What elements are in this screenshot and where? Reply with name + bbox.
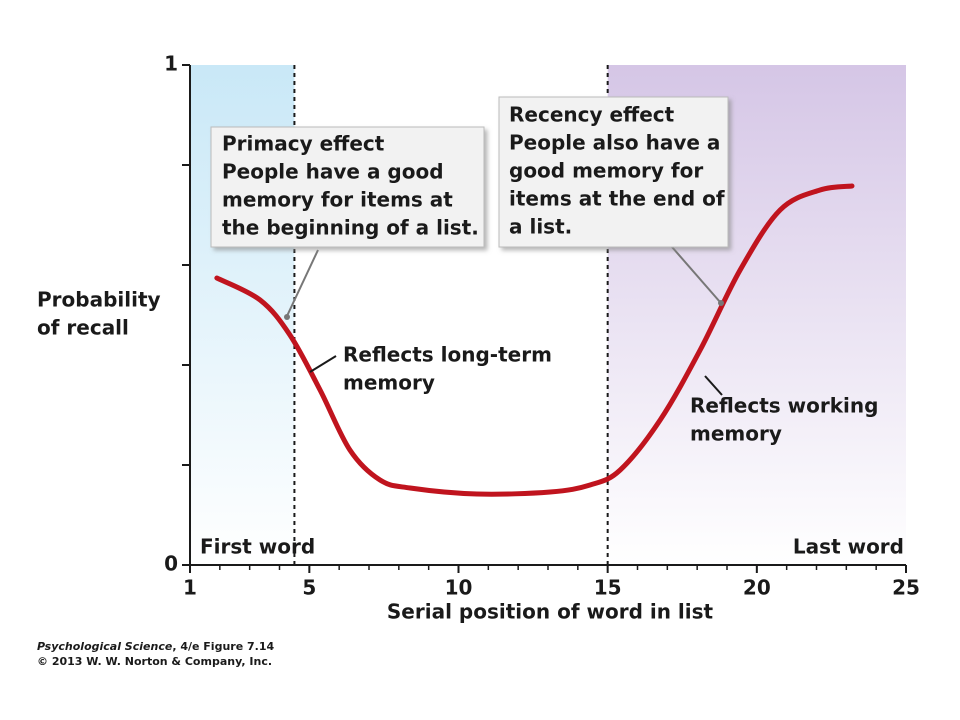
box-text: good memory for (509, 159, 703, 183)
box-title: Recency effect (509, 103, 675, 127)
recall-curve (214, 183, 855, 497)
start-label: First word (200, 535, 315, 559)
box-text: People also have a (509, 131, 720, 155)
note-pointer (309, 355, 337, 373)
box-title: Primacy effect (222, 132, 385, 156)
box-text: a list. (509, 215, 572, 239)
source: Psychological Science, 4/e Figure 7.14 (37, 640, 274, 653)
x-tick-label: 20 (743, 576, 771, 600)
plot: 011 5 10 15 20 25 (164, 52, 920, 600)
note: Reflects working (690, 394, 878, 418)
y-tick-label: 0 (164, 552, 178, 576)
source-figure: , 4/e Figure 7.14 (172, 640, 274, 653)
note: memory (690, 422, 782, 446)
annotation-box (498, 96, 729, 248)
y-tick-label: 1 (164, 52, 178, 76)
y-axis-title: of recall (37, 316, 129, 340)
x-tick-label: 25 (892, 576, 920, 600)
source-book: Psychological Science (37, 640, 173, 653)
leader-line (671, 246, 721, 303)
note: Reflects long-term (343, 343, 552, 367)
end-label: Last word (793, 535, 904, 559)
y-axis-title: Probability (37, 288, 161, 312)
x-tick-label: 10 (445, 576, 473, 600)
box-text: the beginning of a list. (222, 216, 479, 240)
x-tick-label: 5 (302, 576, 316, 600)
leader-line (286, 249, 319, 317)
box-text: People have a good (222, 160, 444, 184)
leader-dot (718, 300, 724, 306)
note: memory (343, 371, 435, 395)
box-text: items at the end of (509, 187, 725, 211)
box-text: memory for items at (222, 188, 453, 212)
x-axis-title: Serial position of word in list (387, 600, 714, 624)
annotation-box (210, 126, 485, 248)
x-tick-label: 1 (183, 576, 197, 600)
source-copyright: © 2013 W. W. Norton & Company, Inc. (37, 655, 272, 668)
x-tick-label: 15 (594, 576, 622, 600)
note-pointer (704, 375, 723, 396)
leader-dot (284, 314, 290, 320)
